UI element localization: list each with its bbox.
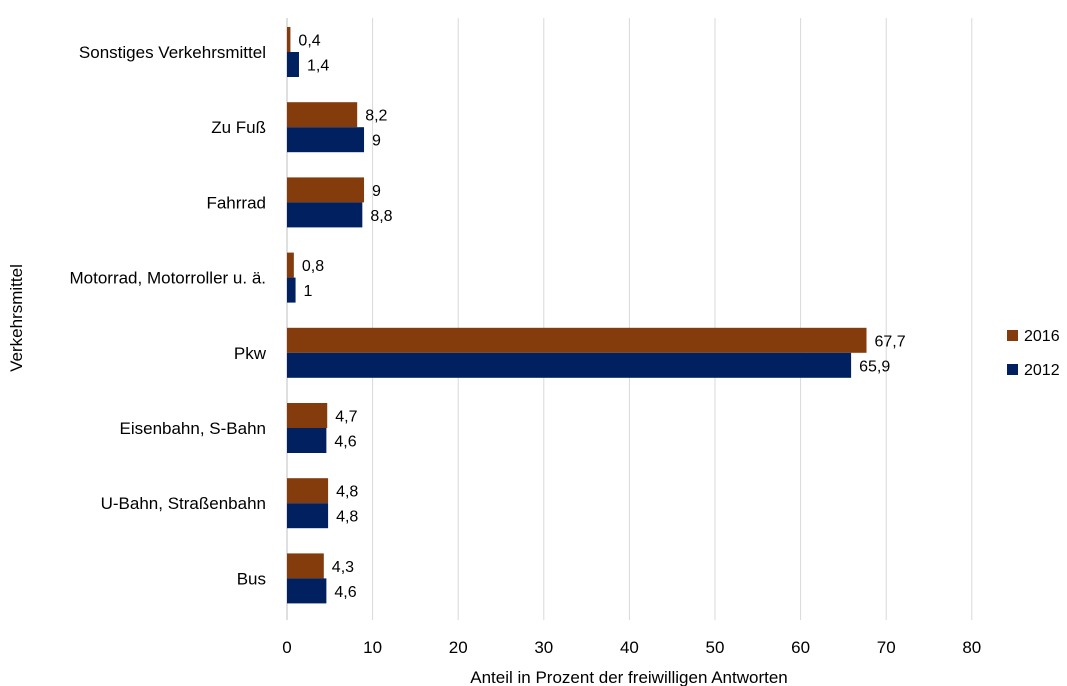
category-label: Fahrrad	[206, 193, 266, 212]
bar-2016	[287, 27, 291, 52]
data-label-2016: 9	[372, 183, 381, 200]
x-tick-labels: 0 10 20 30 40 50 60 70 80	[282, 638, 981, 657]
x-tick-label: 0	[282, 638, 291, 657]
x-tick-label: 10	[363, 638, 382, 657]
category-label: Motorrad, Motorroller u. ä.	[69, 269, 266, 288]
bar-2012	[287, 277, 296, 303]
bar-2016	[287, 553, 324, 579]
x-tick-label: 20	[449, 638, 468, 657]
data-label-2016: 67,7	[875, 333, 906, 350]
x-tick-label: 40	[620, 638, 639, 657]
bar-2012	[287, 428, 327, 453]
category-label: Zu Fuß	[211, 118, 266, 137]
category-label: Eisenbahn, S-Bahn	[120, 419, 267, 438]
x-tick-label: 80	[962, 638, 981, 657]
data-label-2012: 4,8	[336, 509, 358, 526]
data-label-2012: 1,4	[307, 58, 329, 75]
data-label-2016: 0,4	[298, 33, 320, 50]
x-tick-label: 60	[791, 638, 810, 657]
legend-label-2016: 2016	[1024, 328, 1060, 345]
category-label: Sonstiges Verkehrsmittel	[79, 43, 266, 62]
bar-2012	[287, 52, 299, 77]
bar-2016	[287, 478, 329, 504]
bar-2012	[287, 127, 365, 153]
x-tick-label: 50	[706, 638, 725, 657]
x-tick-label: 30	[534, 638, 553, 657]
y-axis-title: Verkehrsmittel	[7, 264, 26, 372]
bars	[287, 27, 867, 604]
x-axis-title: Anteil in Prozent der freiwilligen Antwo…	[470, 668, 788, 686]
bar-2012	[287, 352, 852, 378]
x-tick-label: 70	[877, 638, 896, 657]
data-label-2016: 8,2	[365, 108, 387, 125]
data-labels: 0,4 1,4 8,2 9 9 8,8 0,8 1 67,7 65,9 4,7 4,6 4,8 4,8 4,…	[298, 33, 905, 601]
bar-2016	[287, 177, 365, 203]
category-label: U-Bahn, Straßenbahn	[101, 494, 266, 513]
legend-label-2012: 2012	[1024, 362, 1060, 379]
bar-2012	[287, 202, 363, 228]
category-labels: Sonstiges Verkehrsmittel Zu Fuß Fahrrad Mot…	[69, 43, 266, 588]
data-label-2012: 9	[372, 133, 381, 150]
data-label-2012: 1	[304, 283, 313, 300]
category-label: Pkw	[234, 344, 267, 363]
bar-2016	[287, 102, 358, 128]
data-label-2016: 0,8	[302, 258, 324, 275]
legend-swatch-2016	[1007, 330, 1018, 341]
bar-2012	[287, 503, 329, 529]
bar-2012	[287, 578, 327, 604]
legend: 2016 2012	[1007, 328, 1060, 379]
data-label-2016: 4,7	[335, 409, 357, 426]
legend-swatch-2012	[1007, 364, 1018, 375]
data-label-2016: 4,3	[332, 559, 354, 576]
data-label-2012: 65,9	[859, 358, 890, 375]
data-label-2012: 8,8	[370, 208, 392, 225]
gridlines	[286, 18, 973, 620]
bar-2016	[287, 252, 294, 278]
bar-2016	[287, 403, 328, 428]
data-label-2012: 4,6	[334, 584, 356, 601]
data-label-2012: 4,6	[334, 434, 356, 451]
bar-2016	[287, 327, 867, 353]
category-label: Bus	[237, 569, 266, 588]
data-label-2016: 4,8	[336, 484, 358, 501]
